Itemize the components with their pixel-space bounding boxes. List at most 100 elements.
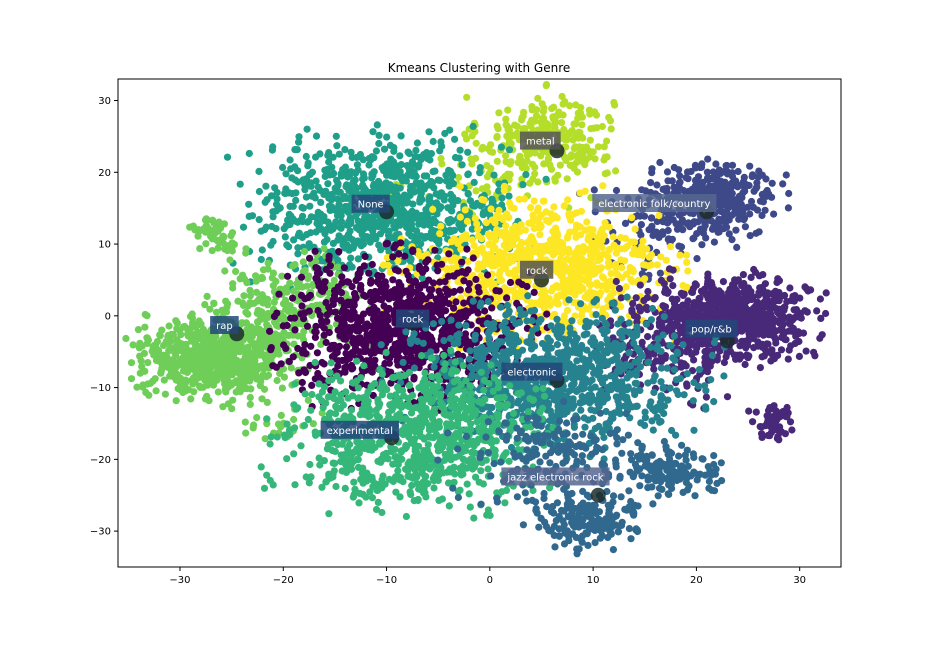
scatter-point bbox=[375, 139, 383, 148]
scatter-point bbox=[715, 215, 723, 223]
scatter-point bbox=[565, 129, 574, 137]
scatter-point bbox=[320, 324, 328, 332]
scatter-point bbox=[311, 328, 319, 336]
scatter-point bbox=[474, 265, 482, 273]
scatter-point bbox=[255, 216, 263, 224]
scatter-point bbox=[498, 228, 506, 236]
scatter-point bbox=[385, 248, 393, 256]
scatter-point bbox=[433, 201, 442, 209]
scatter-point bbox=[621, 219, 630, 227]
scatter-point bbox=[598, 273, 607, 281]
scatter-point bbox=[270, 298, 278, 306]
scatter-point bbox=[323, 165, 332, 173]
scatter-point bbox=[187, 395, 195, 403]
scatter-point bbox=[577, 207, 586, 215]
scatter-point bbox=[373, 307, 381, 315]
scatter-point bbox=[182, 376, 190, 384]
scatter-point bbox=[390, 244, 398, 252]
scatter-point bbox=[326, 262, 334, 270]
scatter-point bbox=[344, 298, 352, 306]
scatter-point bbox=[517, 238, 526, 246]
scatter-point bbox=[474, 283, 482, 291]
scatter-point bbox=[445, 250, 453, 258]
scatter-point bbox=[341, 146, 349, 154]
scatter-point bbox=[513, 122, 522, 131]
scatter-point bbox=[493, 157, 501, 165]
scatter-point bbox=[286, 279, 294, 287]
scatter-point bbox=[464, 148, 472, 156]
scatter-point bbox=[471, 154, 480, 162]
scatter-point bbox=[412, 357, 420, 366]
scatter-point bbox=[322, 187, 330, 195]
scatter-point bbox=[257, 255, 265, 264]
scatter-point bbox=[526, 253, 534, 261]
scatter-point bbox=[448, 264, 456, 272]
scatter-point bbox=[361, 252, 369, 261]
scatter-point bbox=[556, 161, 564, 169]
scatter-point bbox=[253, 414, 261, 422]
scatter-point bbox=[391, 231, 399, 240]
scatter-point bbox=[578, 121, 586, 129]
scatter-point bbox=[398, 206, 407, 214]
scatter-point bbox=[527, 204, 535, 212]
scatter-point bbox=[458, 233, 466, 241]
scatter-point bbox=[816, 295, 825, 303]
scatter-point bbox=[590, 108, 599, 116]
scatter-point bbox=[367, 279, 375, 287]
scatter-point bbox=[172, 397, 180, 405]
scatter-point bbox=[379, 261, 388, 269]
scatter-point bbox=[342, 234, 350, 242]
scatter-point bbox=[378, 164, 386, 172]
scatter-point bbox=[295, 138, 303, 146]
scatter-point bbox=[299, 258, 307, 266]
scatter-point bbox=[333, 142, 341, 150]
scatter-point bbox=[704, 155, 712, 163]
scatter-point bbox=[210, 299, 218, 307]
scatter-point bbox=[822, 289, 830, 297]
scatter-point bbox=[529, 215, 538, 223]
scatter-point bbox=[356, 334, 364, 342]
scatter-point bbox=[365, 322, 373, 330]
scatter-point bbox=[431, 246, 439, 254]
scatter-point bbox=[432, 190, 440, 198]
scatter-point bbox=[161, 355, 169, 363]
scatter-point bbox=[209, 381, 218, 389]
scatter-point bbox=[582, 156, 590, 164]
scatter-point bbox=[383, 171, 391, 179]
scatter-point bbox=[389, 253, 397, 261]
scatter-point bbox=[324, 180, 332, 188]
scatter-point bbox=[504, 170, 512, 178]
scatter-point bbox=[716, 169, 725, 177]
scatter-point bbox=[268, 146, 276, 154]
scatter-point bbox=[287, 165, 295, 173]
scatter-point bbox=[693, 255, 701, 263]
scatter-point bbox=[526, 179, 534, 187]
scatter-point bbox=[276, 369, 284, 377]
scatter-point bbox=[281, 233, 289, 241]
scatter-point bbox=[292, 196, 300, 204]
scatter-point bbox=[663, 168, 672, 176]
scatter-point bbox=[446, 228, 454, 236]
scatter-point bbox=[411, 277, 420, 285]
scatter-point bbox=[569, 136, 577, 144]
scatter-point bbox=[324, 151, 332, 159]
scatter-point bbox=[504, 106, 512, 114]
scatter-point bbox=[555, 283, 564, 291]
scatter-point bbox=[340, 171, 348, 179]
scatter-point bbox=[748, 173, 756, 181]
scatter-point bbox=[179, 354, 187, 362]
scatter-point bbox=[302, 193, 310, 201]
scatter-point bbox=[335, 248, 343, 256]
scatter-point bbox=[332, 132, 340, 140]
scatter-point bbox=[141, 323, 149, 331]
scatter-point bbox=[542, 208, 550, 216]
scatter-point bbox=[136, 352, 144, 360]
scatter-point bbox=[262, 182, 270, 190]
scatter-point bbox=[600, 143, 608, 151]
scatter-point bbox=[267, 241, 275, 249]
scatter-point bbox=[552, 248, 560, 257]
scatter-point bbox=[548, 215, 556, 223]
scatter-point bbox=[397, 161, 405, 169]
scatter-point bbox=[286, 156, 294, 164]
scatter-point bbox=[354, 217, 362, 225]
